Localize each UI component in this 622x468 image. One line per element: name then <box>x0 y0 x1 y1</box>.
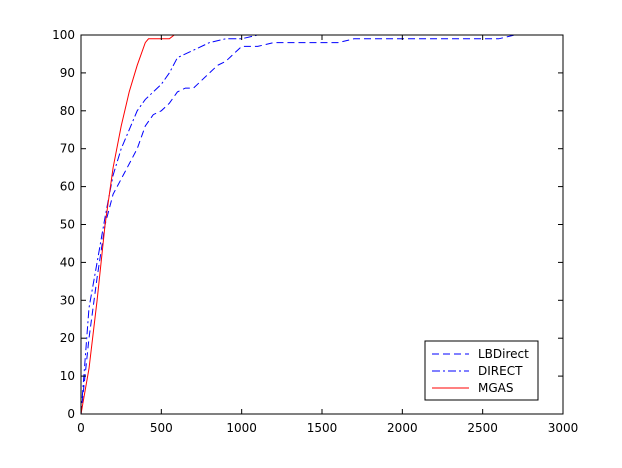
y-tick-label: 30 <box>60 293 75 307</box>
y-tick-label: 60 <box>60 180 75 194</box>
y-tick-label: 50 <box>60 218 75 232</box>
legend-label: LBDirect <box>478 347 529 361</box>
series-layer <box>80 34 515 415</box>
legend-label: DIRECT <box>478 364 523 378</box>
y-tick-label: 0 <box>67 407 75 421</box>
x-tick-label: 1000 <box>226 421 257 435</box>
y-tick-label: 90 <box>60 66 75 80</box>
x-tick-label: 500 <box>150 421 173 435</box>
y-tick-label: 20 <box>60 331 75 345</box>
x-tick-label: 2000 <box>387 421 418 435</box>
series-line-lbdirect <box>80 34 515 415</box>
axes-layer: 0 500 1000 1500 2000 2500 3000 0 10 20 30 40 50 60 70 8… <box>52 28 578 435</box>
series-line-direct <box>80 34 274 415</box>
x-tick-label: 2500 <box>467 421 498 435</box>
y-tick-label: 100 <box>52 28 75 42</box>
x-tick-label: 3000 <box>548 421 579 435</box>
y-tick-label: 40 <box>60 255 75 269</box>
legend: LBDirect DIRECT MGAS <box>424 340 539 401</box>
x-tick-label: 1500 <box>307 421 338 435</box>
y-tick-label: 80 <box>60 104 75 118</box>
legend-label: MGAS <box>478 381 513 395</box>
y-tick-label: 10 <box>60 369 75 383</box>
y-tick-label: 70 <box>60 142 75 156</box>
x-tick-label: 0 <box>77 421 85 435</box>
series-line-mgas <box>80 34 178 415</box>
